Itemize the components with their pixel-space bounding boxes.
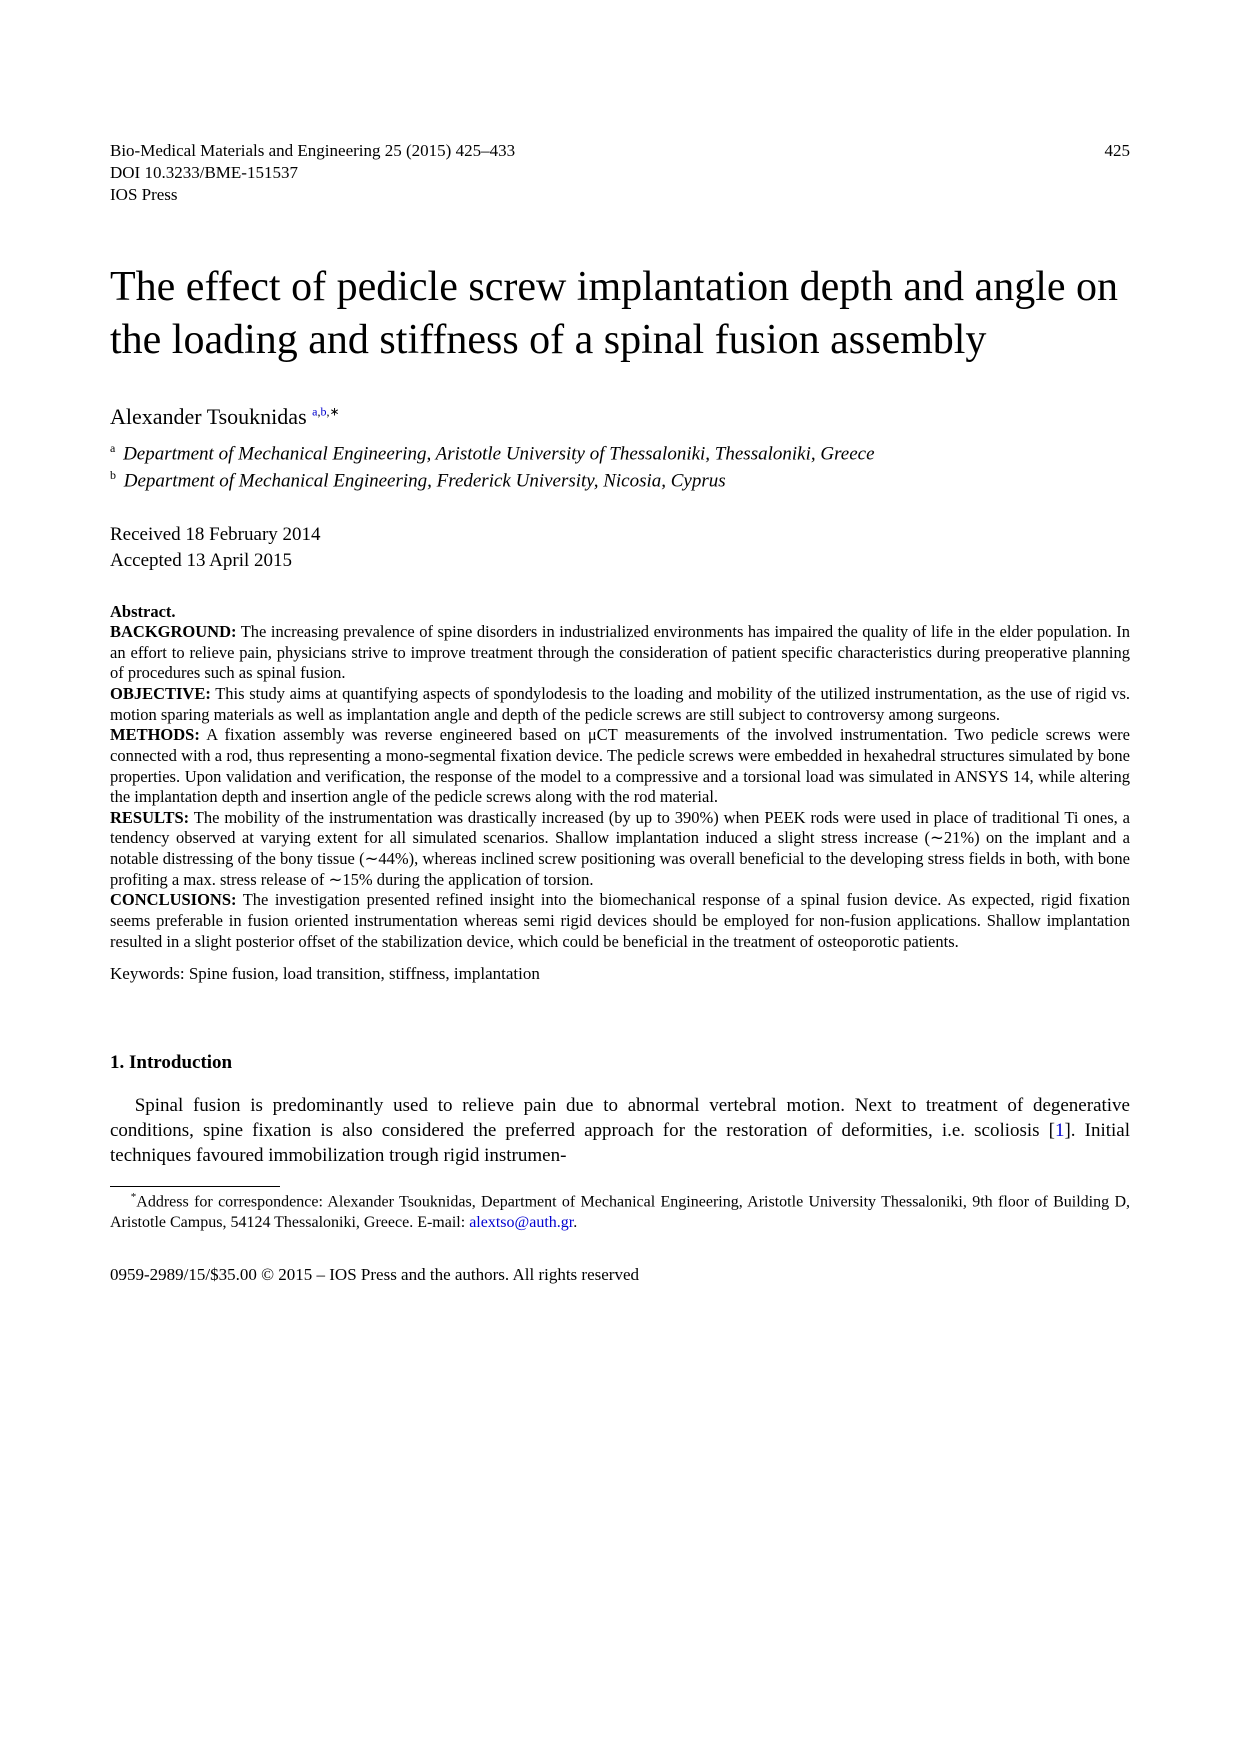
page-number: 425 xyxy=(1105,140,1131,206)
author-name: Alexander Tsouknidas xyxy=(110,404,307,429)
section-1-heading: 1. Introduction xyxy=(110,1052,1130,1074)
conclusions-label: CONCLUSIONS: xyxy=(110,890,237,909)
results-label: RESULTS: xyxy=(110,808,189,827)
affiliation-b: b Department of Mechanical Engineering, … xyxy=(110,467,1130,494)
doi: DOI 10.3233/BME-151537 xyxy=(110,162,515,184)
running-header: Bio-Medical Materials and Engineering 25… xyxy=(110,140,1130,206)
footnote-text-a: Address for correspondence: Alexander Ts… xyxy=(110,1194,1130,1231)
affiliations: a Department of Mechanical Engineering, … xyxy=(110,440,1130,494)
affil-a-sup: a xyxy=(110,441,115,455)
conclusions-text: The investigation presented refined insi… xyxy=(110,890,1130,950)
results-text: The mobility of the instrumentation was … xyxy=(110,808,1130,889)
methods-label: METHODS: xyxy=(110,725,200,744)
objective-label: OBJECTIVE: xyxy=(110,684,211,703)
header-left-block: Bio-Medical Materials and Engineering 25… xyxy=(110,140,515,206)
affiliation-a: a Department of Mechanical Engineering, … xyxy=(110,440,1130,467)
received-date: Received 18 February 2014 xyxy=(110,522,1130,548)
footnote-rule xyxy=(110,1186,280,1187)
journal-citation: Bio-Medical Materials and Engineering 25… xyxy=(110,140,515,162)
affil-ref-b[interactable]: b xyxy=(320,405,326,419)
intro-paragraph-1: Spinal fusion is predominantly used to r… xyxy=(110,1094,1130,1168)
affil-ref-a[interactable]: a xyxy=(312,405,317,419)
corresp-star[interactable]: ∗ xyxy=(329,405,339,419)
accepted-date: Accepted 13 April 2015 xyxy=(110,548,1130,574)
abstract-label: Abstract. xyxy=(110,602,176,621)
background-text: The increasing prevalence of spine disor… xyxy=(110,622,1130,682)
publisher: IOS Press xyxy=(110,184,515,206)
affil-a-text: Department of Mechanical Engineering, Ar… xyxy=(123,444,874,465)
abstract-block: Abstract. BACKGROUND: The increasing pre… xyxy=(110,602,1130,953)
footnote-text-b: . xyxy=(573,1214,577,1231)
intro-text-a: Spinal fusion is predominantly used to r… xyxy=(110,1095,1130,1141)
article-dates: Received 18 February 2014 Accepted 13 Ap… xyxy=(110,522,1130,573)
affil-b-text: Department of Mechanical Engineering, Fr… xyxy=(124,471,726,492)
copyright-line: 0959-2989/15/$35.00 © 2015 – IOS Press a… xyxy=(110,1265,1130,1285)
objective-text: This study aims at quantifying aspects o… xyxy=(110,684,1130,724)
author-line: Alexander Tsouknidas a,b,∗ xyxy=(110,404,1130,430)
paper-title: The effect of pedicle screw implantation… xyxy=(110,261,1130,366)
paper-page: Bio-Medical Materials and Engineering 25… xyxy=(0,0,1240,1755)
background-label: BACKGROUND: xyxy=(110,622,237,641)
keywords-line: Keywords: Spine fusion, load transition,… xyxy=(110,964,1130,984)
methods-text: A fixation assembly was reverse engineer… xyxy=(110,725,1130,806)
correspondence-footnote: *Address for correspondence: Alexander T… xyxy=(110,1191,1130,1232)
correspondence-email[interactable]: alextso@auth.gr xyxy=(469,1214,573,1231)
affil-b-sup: b xyxy=(110,468,116,482)
